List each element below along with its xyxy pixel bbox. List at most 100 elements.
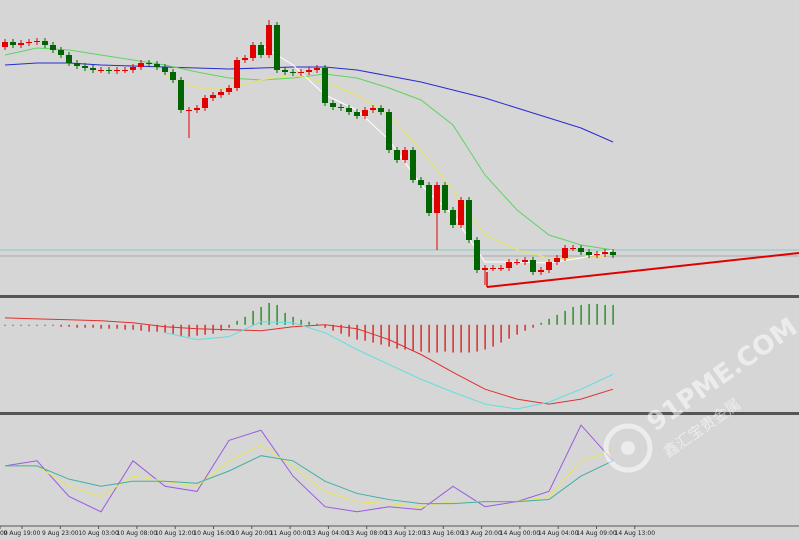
candle-body: [426, 185, 432, 213]
histogram-bar: [52, 324, 54, 326]
candle-body: [50, 45, 56, 50]
candle-body: [98, 70, 104, 71]
indicator-line: [4, 424, 614, 513]
histogram-bar: [108, 324, 110, 329]
candle-body: [602, 252, 608, 254]
histogram-bar: [388, 324, 390, 347]
histogram-bar: [484, 324, 486, 350]
time-label: 10 Aug 08:00: [117, 530, 158, 537]
histogram-bar: [244, 316, 246, 325]
candle-body: [290, 72, 296, 73]
histogram-bar: [300, 319, 302, 325]
time-label: 00: [0, 530, 8, 537]
histogram-bar: [220, 324, 222, 331]
histogram-bar: [572, 306, 574, 325]
histogram-bar: [180, 324, 182, 337]
histogram-bar: [28, 324, 30, 326]
candle-body: [82, 66, 88, 68]
time-label: 10 Aug 20:00: [232, 530, 273, 537]
histogram-bar: [76, 324, 78, 328]
histogram-bar: [348, 324, 350, 337]
candle-body: [538, 270, 544, 272]
candle-body: [34, 41, 40, 42]
candle-body: [546, 262, 552, 270]
histogram-bar: [580, 304, 582, 325]
candle-body: [26, 42, 32, 43]
candle-body: [586, 252, 592, 255]
histogram-bar: [396, 324, 398, 349]
histogram-bar: [500, 324, 502, 343]
histogram-bar: [44, 324, 46, 326]
histogram-bar: [588, 303, 590, 325]
histogram-bar: [124, 324, 126, 330]
histogram-bar: [492, 324, 494, 347]
candle-body: [474, 240, 480, 270]
candle-body: [418, 180, 424, 185]
candle-body: [114, 70, 120, 71]
candle-body: [522, 260, 528, 262]
histogram-bar: [452, 324, 454, 353]
histogram-bar: [4, 324, 6, 326]
candle-body: [154, 64, 160, 67]
histogram-bar: [340, 324, 342, 334]
candle-body: [2, 42, 8, 47]
histogram-bar: [540, 322, 542, 325]
candle-body: [610, 252, 616, 255]
histogram-bar: [276, 304, 278, 325]
histogram-bar: [68, 324, 70, 327]
histogram-bar: [556, 314, 558, 325]
candle-body: [530, 260, 536, 272]
histogram-bar: [364, 324, 366, 341]
candle-body: [210, 95, 216, 98]
histogram-bar: [308, 321, 310, 325]
histogram-bar: [380, 324, 382, 345]
candle-body: [306, 70, 312, 72]
candle-body: [298, 72, 304, 73]
candle-body: [562, 248, 568, 258]
candle-body: [162, 67, 168, 72]
candle-body: [282, 70, 288, 72]
candle-body: [186, 110, 192, 111]
histogram-bar: [516, 324, 518, 335]
histogram-bar: [476, 324, 478, 352]
candle-body: [234, 60, 240, 88]
histogram-bar: [156, 324, 158, 332]
time-label: 13 Aug 16:00: [423, 530, 464, 537]
histogram-bar: [116, 324, 118, 329]
histogram-bar: [548, 318, 550, 325]
time-label: 9 Aug 23:00: [42, 530, 79, 537]
histogram-bar: [92, 324, 94, 328]
time-label: 14 Aug 13:00: [615, 530, 656, 537]
histogram-bar: [316, 323, 318, 325]
time-label: 10 Aug 16:00: [193, 530, 234, 537]
candle-body: [314, 68, 320, 70]
candle-body: [130, 67, 136, 70]
candle-body: [178, 80, 184, 110]
candle-body: [170, 72, 176, 80]
histogram-bar: [204, 324, 206, 335]
histogram-bar: [292, 316, 294, 325]
candle-body: [458, 200, 464, 225]
time-label: 14 Aug 04:00: [538, 530, 579, 537]
histogram-bar: [268, 302, 270, 325]
histogram-bar: [468, 324, 470, 353]
histogram-bar: [20, 324, 22, 326]
histogram-bar: [564, 310, 566, 325]
histogram-bar: [604, 304, 606, 325]
candle-body: [146, 63, 152, 64]
histogram-bar: [260, 306, 262, 325]
indicator-line: [164, 321, 614, 410]
candle-body: [74, 63, 80, 66]
candle-body: [226, 88, 232, 92]
candle-body: [90, 68, 96, 70]
histogram-bar: [508, 324, 510, 339]
panel-separator: [0, 412, 799, 415]
candle-body: [266, 25, 272, 55]
histogram-bar: [100, 324, 102, 329]
histogram-bar: [612, 304, 614, 325]
histogram-bar: [228, 324, 230, 328]
histogram-bar: [372, 324, 374, 343]
histogram-bar: [132, 324, 134, 330]
histogram-bar: [420, 324, 422, 352]
